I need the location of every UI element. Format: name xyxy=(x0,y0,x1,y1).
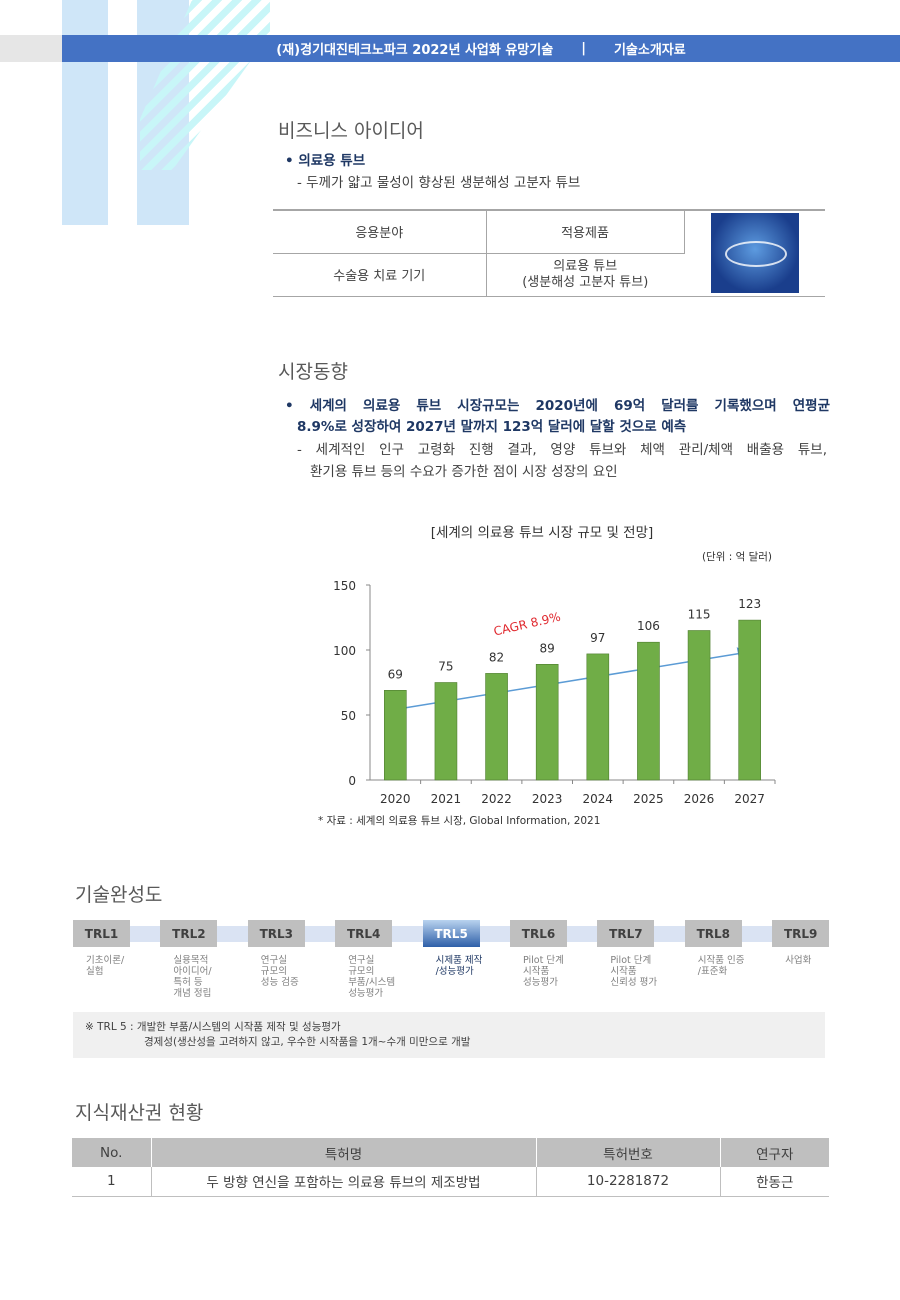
data-label: 123 xyxy=(738,597,761,611)
data-label: 89 xyxy=(540,641,555,655)
x-tick-label: 2022 xyxy=(481,792,512,806)
x-tick-label: 2026 xyxy=(684,792,715,806)
bar xyxy=(687,630,711,781)
market-bullet-line2: 8.9%로 성장하여 2027년 말까지 123억 달러에 달할 것으로 예측 xyxy=(297,419,687,435)
x-tick-label: 2025 xyxy=(633,792,664,806)
trl-desc: 실용목적 아이디어/ 특허 등 개념 정립 xyxy=(173,955,212,999)
bar xyxy=(586,653,610,781)
trl-desc: Pilot 단계 시작품 성능평가 xyxy=(523,955,564,988)
researcher: 한동근 xyxy=(720,1167,829,1197)
y-tick-label: 150 xyxy=(333,579,356,593)
bar xyxy=(384,690,407,781)
bar xyxy=(485,673,508,781)
data-label: 75 xyxy=(438,660,453,674)
column-header: 특허명 xyxy=(151,1138,537,1167)
header-separator: | xyxy=(581,41,586,56)
data-label: 115 xyxy=(688,608,711,622)
x-tick-label: 2027 xyxy=(734,792,765,806)
trl-desc: Pilot 단계 시작품 신뢰성 평가 xyxy=(610,955,658,988)
trl-note-line1: ※ TRL 5 : 개발한 부품/시스템의 시작품 제작 및 성능평가 xyxy=(85,1021,341,1033)
trl-desc: 사업화 xyxy=(785,955,812,966)
header-subtitle: 기술소개자료 xyxy=(613,43,686,58)
header-left-strip xyxy=(0,35,62,62)
column-header: 연구자 xyxy=(720,1138,829,1167)
data-label: 106 xyxy=(637,619,660,633)
trl-level-7: TRL7 xyxy=(597,920,655,947)
medical-tube-image xyxy=(710,213,799,294)
data-label: 97 xyxy=(590,631,605,645)
market-desc-line2: 환기용 튜브 등의 수요가 증가한 점이 시장 성장의 요인 xyxy=(310,464,618,480)
x-tick-label: 2024 xyxy=(583,792,614,806)
column-header: No. xyxy=(72,1138,152,1167)
decorative-bar xyxy=(62,0,108,225)
trl-desc: 시제품 제작 /성능평가 xyxy=(435,955,483,977)
market-heading: 시장동향 xyxy=(278,361,348,383)
bar xyxy=(535,664,559,781)
y-tick-label: 50 xyxy=(341,709,356,723)
business-bullet: • 의료용 튜브 xyxy=(285,153,366,169)
trl-note-line2: 경제성(생산성을 고려하지 않고, 우수한 시작품을 1개~수개 미만으로 개발 xyxy=(144,1036,471,1048)
patent-no: 1 xyxy=(72,1167,152,1197)
table-header: 적용제품 xyxy=(486,209,685,254)
bar xyxy=(434,682,458,781)
trl-level-4: TRL4 xyxy=(335,920,393,947)
header-title: (재)경기대진테크노파크 2022년 사업화 유망기술 xyxy=(276,43,554,58)
market-bullet-line1: • 세계의 의료용 튜브 시장규모는 2020년에 69억 달러를 기록했으며 … xyxy=(285,398,830,414)
trl-level-2: TRL2 xyxy=(160,920,218,947)
chart-unit: (단위 : 억 달러) xyxy=(702,550,772,563)
trl-level-1: TRL1 xyxy=(73,920,130,947)
product-image-cell xyxy=(684,209,825,297)
trl-level-5: TRL5 xyxy=(422,920,480,947)
data-label: 69 xyxy=(388,667,403,681)
x-tick-label: 2020 xyxy=(380,792,411,806)
chart-title: [세계의 의료용 튜브 시장 규모 및 전망] xyxy=(431,525,654,541)
bar xyxy=(637,641,660,781)
business-table: 응용분야 적용제품 수술용 치료 기기 의료용 튜브 (생분해성 고분자 튜브) xyxy=(273,209,825,297)
trl-level-3: TRL3 xyxy=(247,920,305,947)
cagr-annotation: CAGR 8.9% xyxy=(492,610,562,639)
column-header: 특허번호 xyxy=(536,1138,721,1167)
trl-desc: 연구실 규모의 부품/시스템 성능평가 xyxy=(348,955,396,999)
chart-source: * 자료 : 세계의 의료용 튜브 시장, Global Information… xyxy=(318,815,600,827)
patent-number: 10-2281872 xyxy=(536,1167,721,1197)
table-cell: 의료용 튜브 (생분해성 고분자 튜브) xyxy=(486,253,684,297)
table-row: 1 두 방향 연신을 포함하는 의료용 튜브의 제조방법 10-2281872 … xyxy=(72,1167,829,1197)
business-desc: - 두께가 얇고 물성이 향상된 생분해성 고분자 튜브 xyxy=(297,175,581,191)
trl-level-8: TRL8 xyxy=(684,920,742,947)
patent-name: 두 방향 연신을 포함하는 의료용 튜브의 제조방법 xyxy=(151,1167,537,1197)
y-tick-label: 0 xyxy=(348,774,356,788)
trl-desc: 연구실 규모의 성능 검증 xyxy=(260,955,299,988)
x-tick-label: 2023 xyxy=(532,792,563,806)
trl-desc: 기초이론/ 실험 xyxy=(86,955,125,977)
page-header: (재)경기대진테크노파크 2022년 사업화 유망기술 | 기술소개자료 xyxy=(62,35,900,62)
x-tick-label: 2021 xyxy=(431,792,462,806)
data-label: 82 xyxy=(489,650,504,664)
patent-table: No. 특허명 특허번호 연구자 1 두 방향 연신을 포함하는 의료용 튜브의… xyxy=(72,1138,829,1197)
y-tick-label: 100 xyxy=(333,644,356,658)
business-heading: 비즈니스 아이디어 xyxy=(278,120,424,142)
ip-heading: 지식재산권 현황 xyxy=(75,1102,204,1124)
market-desc-line1: - 세계적인 인구 고령화 진행 결과, 영양 튜브와 체액 관리/체액 배출용… xyxy=(297,442,827,458)
trl-note: ※ TRL 5 : 개발한 부품/시스템의 시작품 제작 및 성능평가 경제성(… xyxy=(73,1012,825,1058)
trl-desc: 시작품 인증 /표준화 xyxy=(697,955,745,977)
trl-level-9: TRL9 xyxy=(772,920,830,947)
bar xyxy=(738,619,761,781)
trl-level-6: TRL6 xyxy=(510,920,567,947)
table-header: 응용분야 xyxy=(273,209,487,254)
trl-heading: 기술완성도 xyxy=(75,884,163,906)
market-chart: [세계의 의료용 튜브 시장 규모 및 전망] (단위 : 억 달러) 0 50 1… xyxy=(318,525,776,827)
table-cell: 수술용 치료 기기 xyxy=(273,253,487,297)
